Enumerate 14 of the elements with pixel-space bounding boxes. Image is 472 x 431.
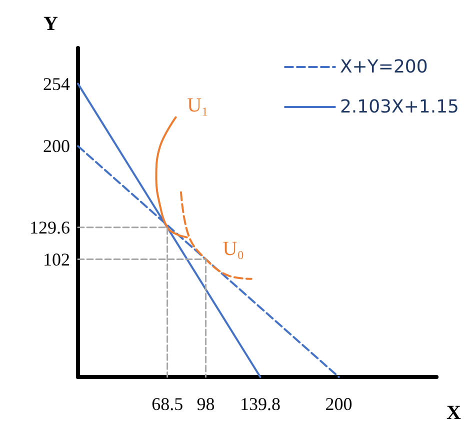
x-axis-title: X [446, 402, 462, 424]
annotation: U₀ [222, 238, 244, 260]
y-tick-label: 254 [43, 74, 70, 94]
legend-label: 2.103X+1.15 [340, 96, 460, 118]
x-tick-label: 68.5 [152, 394, 184, 414]
y-axis-title: Y [44, 13, 59, 35]
y-tick-label: 200 [43, 136, 70, 156]
x-tick-label: 98 [196, 394, 215, 414]
legend-label: X+Y=200 [340, 56, 428, 78]
y-tick-label: 102 [43, 249, 70, 270]
y-tick-label: 129.6 [30, 217, 70, 238]
annotation: U₁ [187, 94, 208, 116]
x-tick-label: 139.8 [240, 394, 281, 414]
x-tick-label: 200 [325, 394, 352, 414]
